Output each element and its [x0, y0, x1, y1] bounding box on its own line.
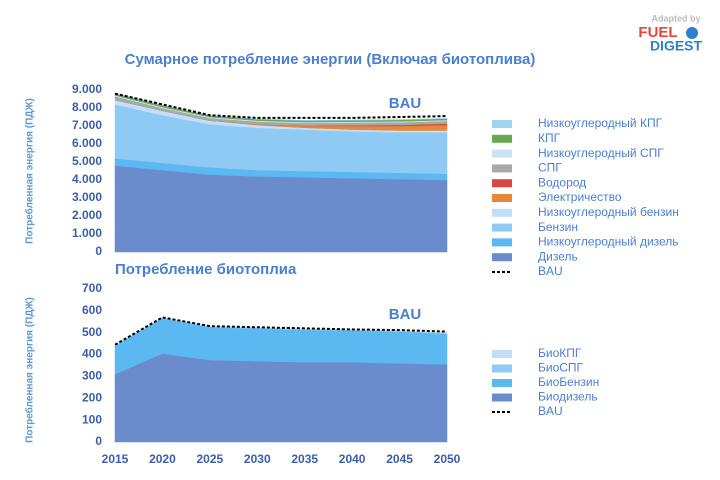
annotation: BAU: [389, 95, 422, 112]
x-tick-label: 2035: [291, 452, 318, 466]
x-tick-label: 2030: [244, 452, 271, 466]
legend-swatch: [492, 238, 512, 247]
legend-swatch: [492, 194, 512, 202]
y-tick-label: 6.000: [72, 136, 102, 150]
legend-swatch: [492, 350, 512, 358]
chart-title: Сумарное потребление энергии (Включая би…: [125, 51, 536, 68]
legend-label: BAU: [538, 404, 563, 418]
legend-swatch: [492, 149, 512, 158]
legend-label: Водород: [538, 175, 586, 189]
legend-label: Низкоуглеродный КПГ: [538, 116, 663, 130]
legend-swatch: [492, 393, 512, 402]
y-tick-label: 300: [82, 369, 102, 383]
legend-swatch: [492, 223, 512, 232]
legend-label: Биодизель: [538, 390, 598, 404]
annotation: BAU: [389, 306, 422, 323]
legend-label: Бензин: [538, 220, 578, 234]
legend-label: Низкоуглеродный СПГ: [538, 146, 664, 160]
area: [114, 353, 448, 443]
y-tick-label: 4.000: [72, 172, 102, 186]
x-tick-label: 2050: [434, 452, 461, 466]
y-tick-label: 3.000: [72, 190, 102, 204]
chart-title: Потребление биотоплиа: [115, 261, 297, 278]
y-tick-label: 7.000: [72, 118, 102, 132]
y-tick-label: 400: [82, 347, 102, 361]
legend-label: БиоСПГ: [538, 361, 584, 375]
bau-line: [114, 92, 448, 119]
legend-label: Низкоуглеродный бензин: [538, 205, 679, 219]
legend-label: BAU: [538, 264, 563, 278]
y-axis-label: Потребленная энергия (ПДЖ): [24, 297, 36, 443]
x-tick-label: 2025: [197, 452, 224, 466]
y-axis-label: Потребленная энергия (ПДЖ): [24, 98, 36, 244]
x-tick-label: 2015: [102, 452, 129, 466]
legend-swatch: [492, 379, 512, 387]
legend-label: Электричество: [538, 190, 622, 204]
y-tick-label: 2.000: [72, 208, 102, 222]
y-tick-label: 9.000: [72, 82, 102, 96]
y-tick-label: 200: [82, 390, 102, 404]
x-tick-label: 2020: [149, 452, 176, 466]
x-tick-label: 2040: [339, 452, 366, 466]
y-tick-label: 100: [82, 412, 102, 426]
logo-brand: DIGEST: [650, 38, 703, 54]
legend-swatch: [492, 164, 512, 173]
legend-swatch: [492, 179, 512, 188]
logo-icon: [686, 27, 698, 39]
y-tick-label: 500: [82, 325, 102, 339]
y-tick-label: 0: [95, 244, 102, 258]
y-tick-label: 0: [95, 434, 102, 448]
x-tick-label: 2045: [386, 452, 413, 466]
y-tick-label: 1.000: [72, 226, 102, 240]
legend-swatch: [492, 364, 512, 373]
legend-label: БиоБензин: [538, 375, 599, 389]
legend-label: Дизель: [538, 249, 578, 263]
y-tick-label: 8.000: [72, 100, 102, 114]
y-tick-label: 600: [82, 303, 102, 317]
y-tick-label: 5.000: [72, 154, 102, 168]
legend-label: БиоКПГ: [538, 346, 582, 360]
y-tick-label: 700: [82, 281, 102, 295]
legend-swatch: [492, 208, 512, 217]
legend-swatch: [492, 134, 512, 143]
legend-label: СПГ: [538, 161, 562, 175]
legend-swatch: [492, 253, 512, 262]
legend-label: КПГ: [538, 131, 561, 145]
logo-brand: FUEL: [638, 24, 677, 41]
legend-swatch: [492, 120, 512, 128]
logo-caption: Adapted by: [651, 13, 700, 23]
legend-label: Низкоуглеродный дизель: [538, 235, 679, 249]
bau-line: [114, 316, 448, 346]
